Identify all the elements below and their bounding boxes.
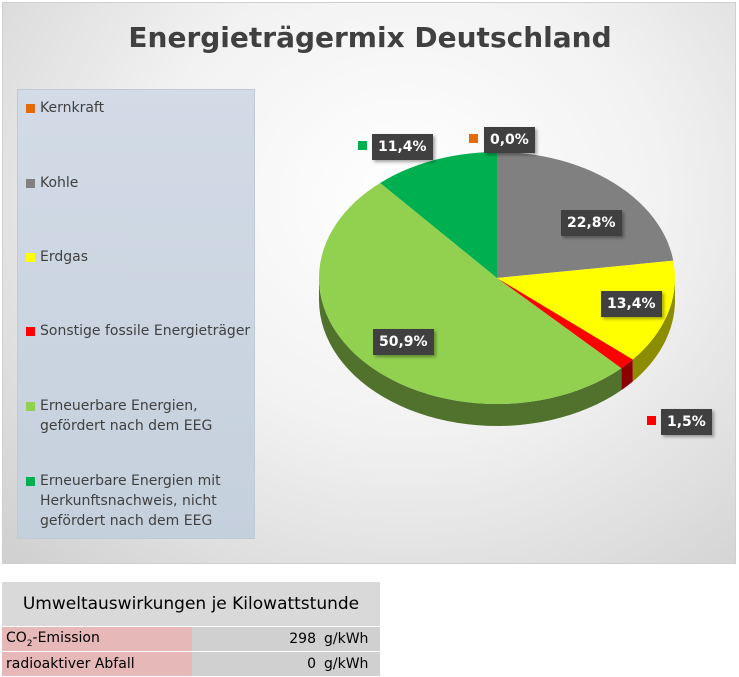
- pie-side-3: [621, 359, 633, 391]
- co2-label: CO2-Emission: [2, 626, 192, 652]
- pie-slice-3: [497, 278, 633, 369]
- radioactive-waste-label: radioaktiver Abfall: [2, 651, 192, 676]
- pie-side-walls: [319, 278, 675, 426]
- data-label-erneuerbare-herkunft: 11,4%: [372, 134, 433, 160]
- legend-item-sonstige-fossile: Sonstige fossile Energieträger: [26, 321, 252, 341]
- environment-table: Umweltauswirkungen je Kilowattstunde CO2…: [2, 582, 380, 676]
- chart-title: Energieträgermix Deutschland: [128, 21, 612, 54]
- pie-slices: [319, 152, 675, 404]
- legend-label: Erdgas: [40, 249, 89, 265]
- legend-item-erdgas: Erdgas: [26, 247, 252, 267]
- legend-swatch: [26, 402, 35, 411]
- radioactive-waste-unit: g/kWh: [320, 651, 380, 676]
- label-key-sonstige: [647, 416, 656, 425]
- legend-swatch: [26, 179, 35, 188]
- co2-value: 298: [192, 626, 320, 652]
- legend-label: Erneuerbare Energien, gefördert nach dem…: [40, 398, 213, 434]
- pie-side-2: [632, 278, 675, 382]
- legend: Kernkraft Kohle Erdgas Sonstige fossile …: [17, 89, 255, 539]
- legend-swatch: [26, 104, 35, 113]
- legend-swatch: [26, 477, 35, 486]
- table-row: radioaktiver Abfall 0 g/kWh: [2, 651, 380, 676]
- co2-unit: g/kWh: [320, 626, 380, 652]
- legend-item-kohle: Kohle: [26, 173, 252, 193]
- data-label-erneuerbare-eeg: 50,9%: [373, 329, 434, 355]
- legend-label: Erneuerbare Energien mit Herkunftsnachwe…: [40, 473, 221, 529]
- legend-label: Sonstige fossile Energieträger: [40, 323, 251, 339]
- legend-label: Kernkraft: [40, 100, 105, 116]
- legend-swatch: [26, 327, 35, 336]
- radioactive-waste-value: 0: [192, 651, 320, 676]
- legend-item-erneuerbare-herkunft: Erneuerbare Energien mit Herkunftsnachwe…: [26, 471, 252, 531]
- pie-side-4: [319, 278, 622, 426]
- legend-label: Kohle: [40, 175, 79, 191]
- data-label-erdgas: 13,4%: [601, 291, 662, 317]
- pie-chart: [319, 152, 675, 426]
- legend-item-kernkraft: Kernkraft: [26, 98, 252, 118]
- data-label-kernkraft: 0,0%: [484, 127, 535, 153]
- chart-area: Energieträgermix Deutschland Kernkraft K…: [2, 2, 736, 564]
- data-label-sonstige: 1,5%: [661, 409, 712, 435]
- legend-item-erneuerbare-eeg: Erneuerbare Energien, gefördert nach dem…: [26, 396, 252, 436]
- label-key-kernkraft: [469, 134, 478, 143]
- legend-swatch: [26, 253, 35, 262]
- environment-table-title: Umweltauswirkungen je Kilowattstunde: [2, 582, 380, 627]
- table-row: CO2-Emission 298 g/kWh: [2, 626, 380, 652]
- label-key-erneuerbare-herkunft: [358, 141, 367, 150]
- pie-slice-5: [380, 152, 497, 278]
- data-label-kohle: 22,8%: [561, 210, 622, 236]
- pie-slice-2: [497, 260, 675, 360]
